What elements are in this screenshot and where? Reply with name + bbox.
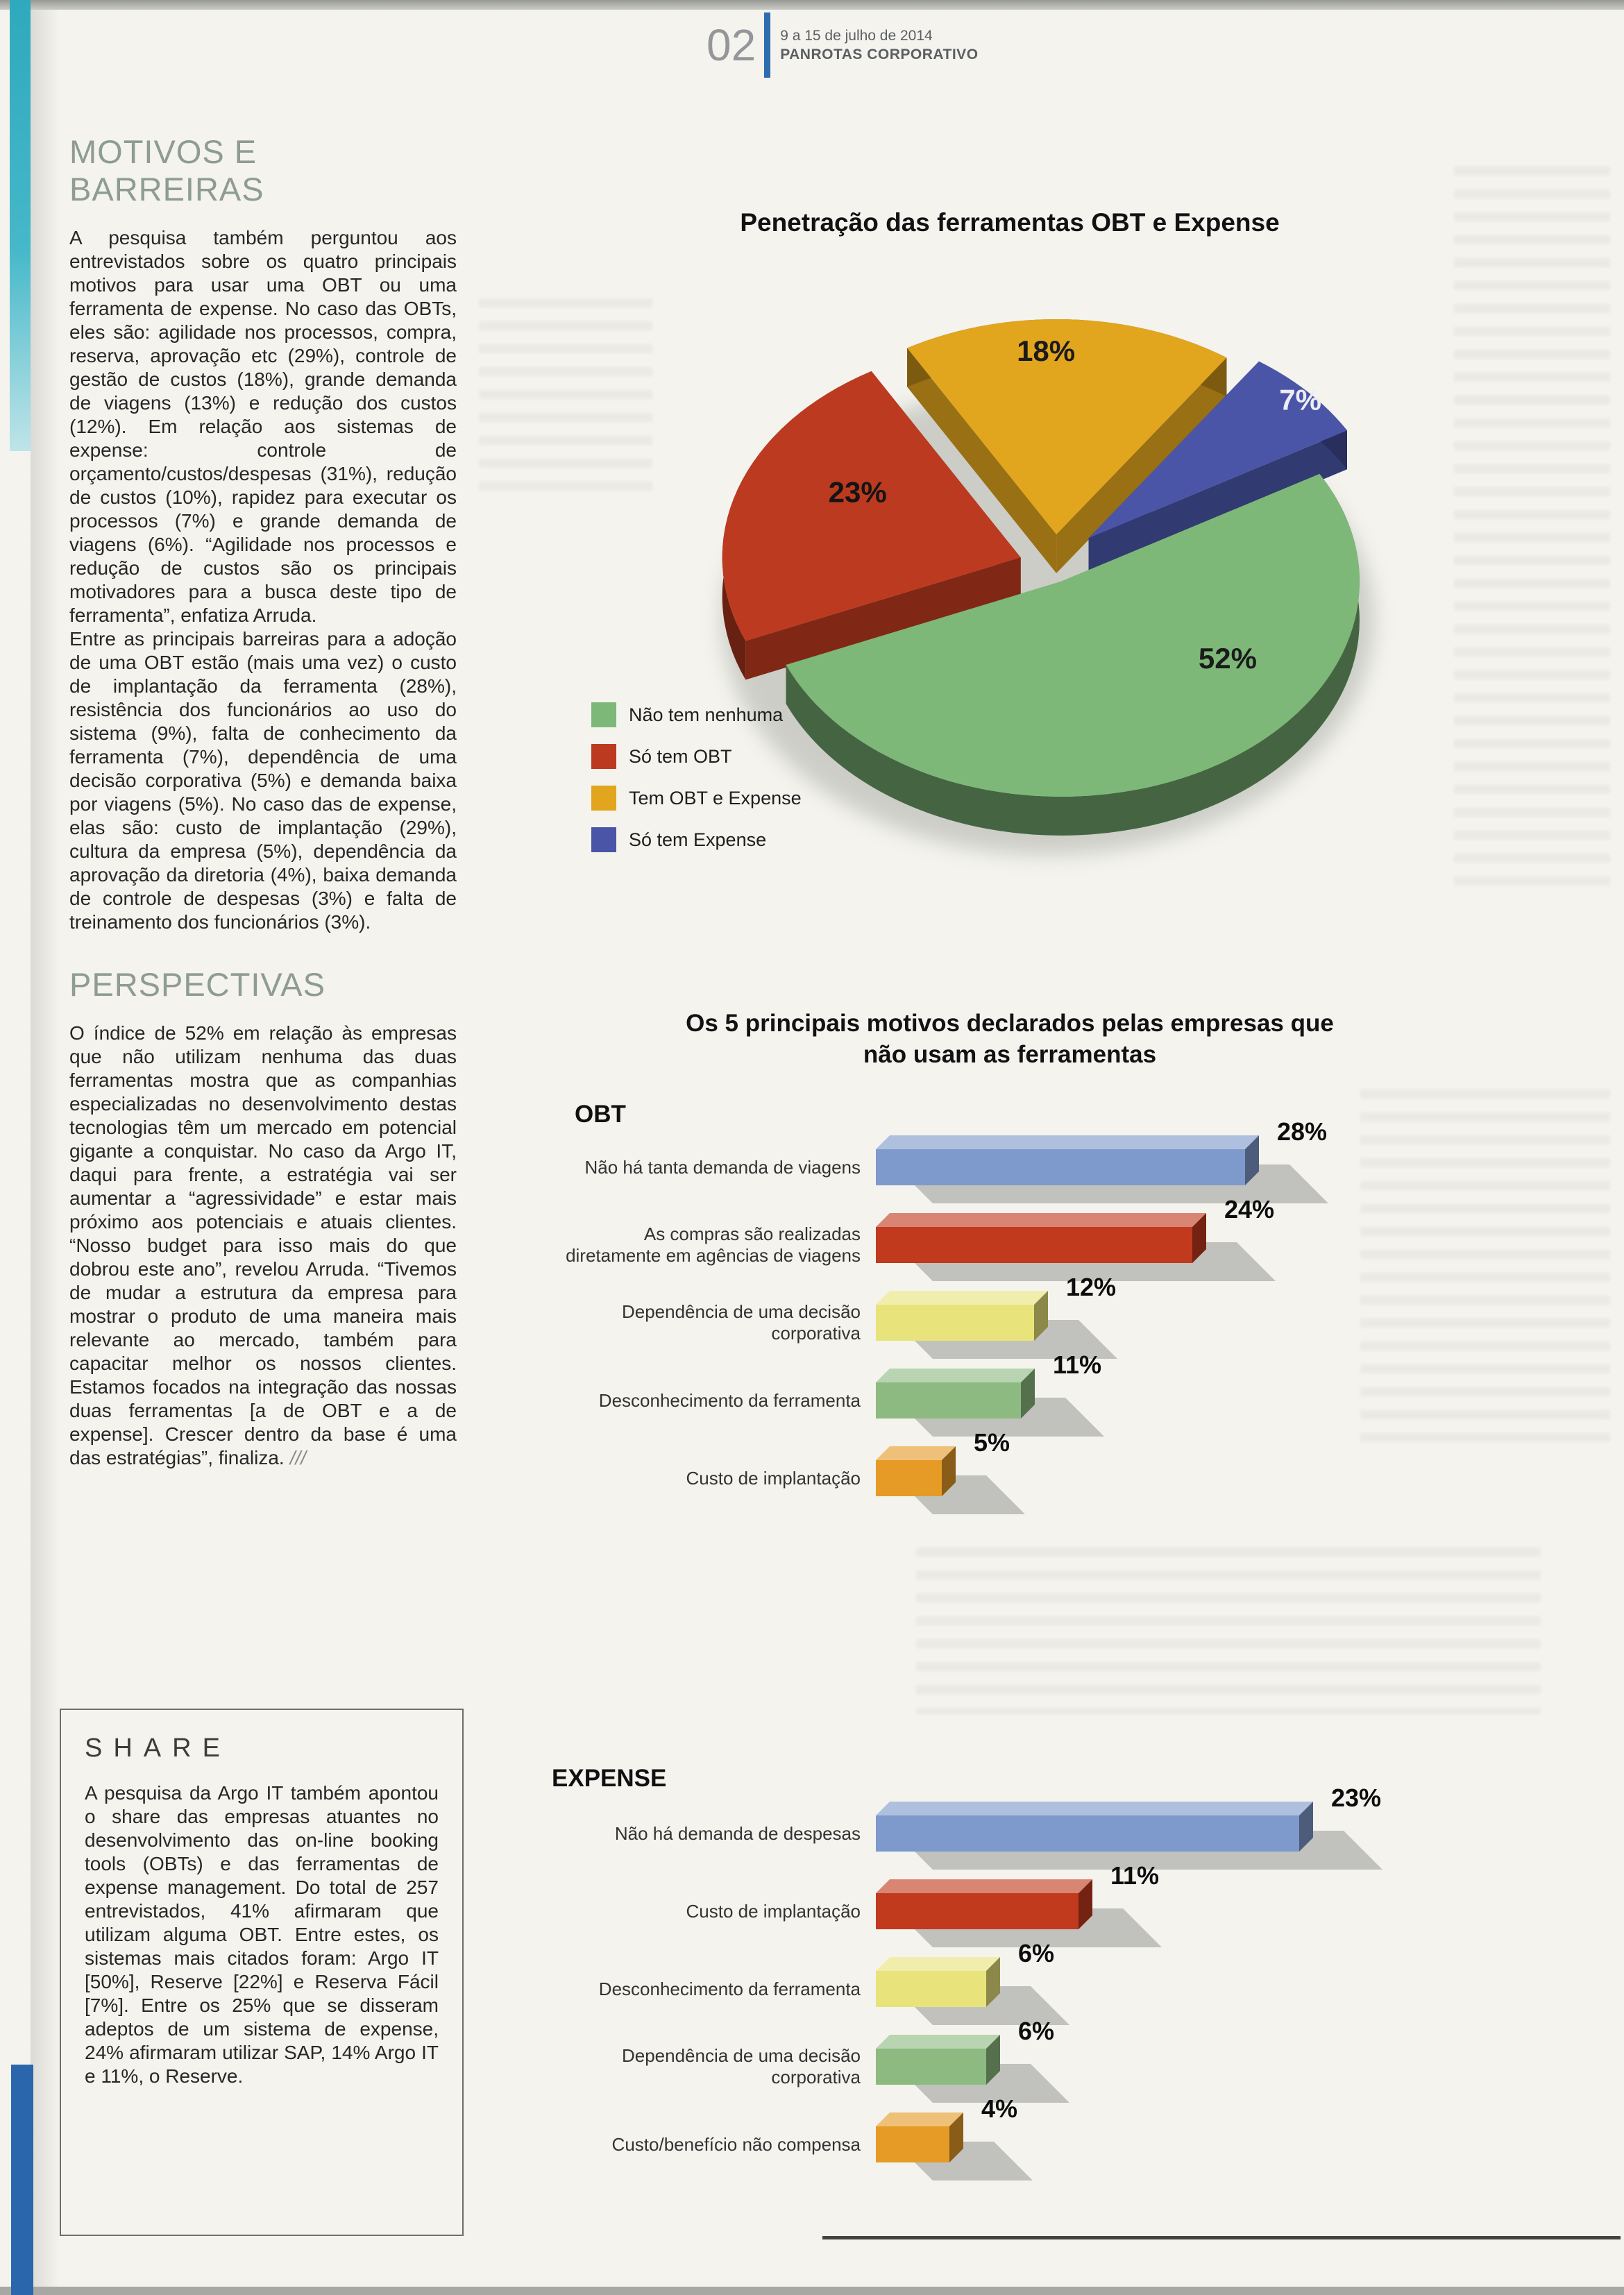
- bar-charts-title: Os 5 principais motivos declarados pelas…: [686, 1010, 1334, 1068]
- bar-category-label: Dependência de uma decisão corporativa: [621, 2045, 861, 2087]
- bar-category-label: Custo/benefício não compensa: [611, 2133, 861, 2155]
- bar-value-label: 4%: [981, 2094, 1018, 2123]
- bar-value-label: 11%: [1110, 1861, 1160, 1890]
- section-title-perspectivas: PERSPECTIVAS: [69, 966, 325, 1003]
- legend-swatch: [591, 702, 616, 727]
- bar: [876, 1382, 1021, 1419]
- bar-category-label: As compras são realizadas diretamente em…: [566, 1223, 861, 1266]
- bar-value-label: 6%: [1018, 2017, 1055, 2045]
- article-paragraph: Entre as principais barreiras para a ado…: [69, 628, 457, 933]
- ghost-bleed-through: [1454, 167, 1610, 888]
- header-divider: [764, 12, 771, 78]
- pie-svg: 18% 7% 23% 52%: [722, 319, 1374, 855]
- header-text: 9 a 15 de julho de 2014 PANROTAS CORPORA…: [780, 28, 978, 63]
- bar: [876, 1971, 986, 2007]
- bar: [876, 1460, 942, 1496]
- legend-swatch: [591, 827, 616, 852]
- bar-category-label: Desconhecimento da ferramenta: [598, 1389, 861, 1411]
- legend-swatch: [591, 744, 616, 769]
- bar-value-label: 11%: [1053, 1350, 1102, 1379]
- bar: [876, 2049, 986, 2085]
- pie-slice-value: 7%: [1279, 383, 1321, 416]
- legend-label: Só tem Expense: [629, 829, 767, 850]
- share-box: SHARE A pesquisa da Argo IT também apont…: [60, 1709, 464, 2236]
- ghost-bleed-through: [479, 298, 652, 493]
- page-number: 02: [707, 20, 756, 70]
- article-column: MOTIVOS E BARREIRAS A pesquisa também pe…: [69, 133, 457, 1470]
- bar-category-label: Custo de implantação: [686, 1900, 861, 1922]
- pie-slice-value: 23%: [829, 475, 887, 508]
- legend-item: Só tem Expense: [591, 827, 802, 852]
- pie-slice-value: 52%: [1199, 642, 1257, 675]
- bar: [876, 2126, 949, 2162]
- legend-item: Tem OBT e Expense: [591, 786, 802, 811]
- article-end-mark: ///: [289, 1447, 307, 1468]
- bar-value-label: 12%: [1066, 1273, 1117, 1301]
- article-paragraph: A pesquisa também perguntou aos entrevis…: [69, 227, 457, 626]
- bar-category-label: Não há tanta demanda de viagens: [584, 1156, 861, 1178]
- bar-category-label: Custo de implantação: [686, 1467, 861, 1489]
- pie-chart-title: Penetração das ferramentas OBT e Expense: [740, 208, 1280, 237]
- bar: [876, 1305, 1034, 1341]
- legend-item: Não tem nenhuma: [591, 702, 802, 727]
- scan-edge-bottom: [0, 2287, 1624, 2295]
- bar-category-label: Desconhecimento da ferramenta: [598, 1978, 861, 1999]
- scan-edge-top: [0, 0, 1624, 10]
- bar-value-label: 23%: [1331, 1784, 1382, 1812]
- article-paragraph-text: O índice de 52% em relação às empresas q…: [69, 1022, 457, 1468]
- page-header: 02 9 a 15 de julho de 2014 PANROTAS CORP…: [707, 12, 979, 78]
- legend-label: Só tem OBT: [629, 745, 732, 767]
- bar-value-label: 5%: [974, 1428, 1010, 1457]
- header-publication: PANROTAS CORPORATIVO: [780, 46, 979, 62]
- bar-category-label: Não há demanda de despesas: [614, 1822, 861, 1844]
- legend-label: Tem OBT e Expense: [629, 787, 802, 808]
- page-edge-strip-blue: [11, 2065, 33, 2295]
- pie-legend: Não tem nenhuma Só tem OBT Tem OBT e Expen…: [591, 702, 802, 869]
- bar-value-label: 6%: [1018, 1939, 1055, 1967]
- bar: [876, 1893, 1079, 1929]
- legend-swatch: [591, 786, 616, 811]
- share-box-title: SHARE: [85, 1734, 231, 1763]
- article-paragraph: O índice de 52% em relação às empresas q…: [69, 1022, 457, 1470]
- bar-value-label: 28%: [1277, 1117, 1328, 1146]
- penetration-pie-chart: 18% 7% 23% 52%: [666, 243, 1444, 937]
- page-edge-shadow: [31, 0, 60, 2295]
- page-edge-strip-teal: [10, 0, 31, 451]
- legend-label: Não tem nenhuma: [629, 704, 784, 725]
- bar: [876, 1815, 1299, 1852]
- bar-category-label: Dependência de uma decisão corporativa: [621, 1301, 861, 1344]
- pie-slice-value: 18%: [1017, 334, 1075, 367]
- ghost-bleed-through: [916, 1548, 1541, 1714]
- bar-value-label: 24%: [1224, 1195, 1275, 1223]
- share-box-body: A pesquisa da Argo IT também apontou o s…: [85, 1782, 439, 2087]
- ghost-bleed-through: [1360, 1090, 1610, 1450]
- bar: [876, 1227, 1192, 1263]
- section-title-motivos-e-barreiras: MOTIVOS E BARREIRAS: [69, 133, 264, 208]
- expense-group-label: EXPENSE: [552, 1765, 667, 1792]
- header-date: 9 a 15 de julho de 2014: [780, 27, 933, 44]
- bar: [876, 1149, 1245, 1185]
- footer-rule: [822, 2236, 1621, 2239]
- legend-item: Só tem OBT: [591, 744, 802, 769]
- obt-group-label: OBT: [575, 1101, 626, 1128]
